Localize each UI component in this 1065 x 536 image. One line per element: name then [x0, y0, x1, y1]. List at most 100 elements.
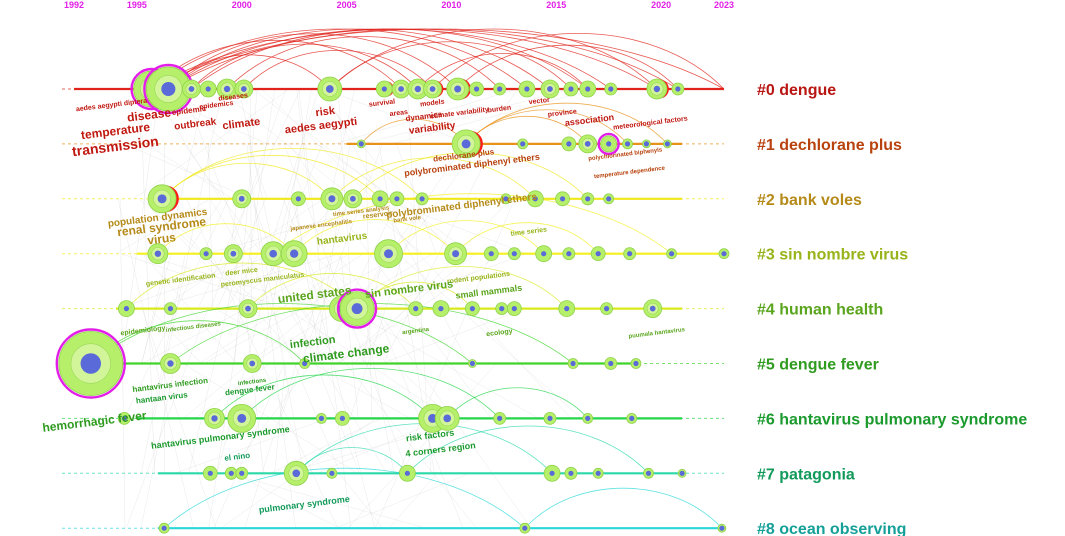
keyword-node[interactable]: [483, 246, 499, 262]
keyword-node[interactable]: [326, 467, 338, 479]
keyword-node[interactable]: [579, 80, 597, 98]
keyword-node[interactable]: [603, 193, 615, 205]
keyword-node[interactable]: [320, 187, 344, 211]
cluster-label-6[interactable]: #6 hantavirus pulmonary syndrome: [757, 411, 1027, 428]
keyword-node[interactable]: [590, 246, 606, 262]
keyword-node[interactable]: [164, 302, 177, 316]
keyword-node[interactable]: [356, 139, 366, 149]
keyword-node[interactable]: [630, 358, 642, 369]
keyword-node[interactable]: [446, 77, 471, 101]
keyword-node[interactable]: [299, 358, 311, 369]
keyword-node[interactable]: [55, 328, 126, 399]
keyword-node[interactable]: [451, 129, 483, 159]
keyword-node[interactable]: [280, 240, 308, 268]
keyword-node[interactable]: [118, 300, 135, 318]
keyword-node[interactable]: [600, 302, 613, 316]
keyword-node[interactable]: [469, 81, 484, 97]
keyword-node[interactable]: [540, 79, 560, 99]
keyword-node[interactable]: [158, 522, 170, 534]
keyword-node[interactable]: [535, 245, 553, 263]
keyword-node[interactable]: [316, 412, 327, 424]
keyword-node[interactable]: [581, 192, 595, 206]
keyword-node[interactable]: [526, 190, 544, 208]
keyword-node[interactable]: [507, 247, 521, 261]
keyword-node[interactable]: [374, 239, 403, 269]
keyword-node[interactable]: [290, 191, 306, 207]
keyword-node[interactable]: [643, 467, 654, 479]
keyword-node[interactable]: [597, 132, 620, 156]
keyword-node[interactable]: [518, 80, 536, 98]
keyword-node[interactable]: [506, 301, 522, 317]
keyword-node[interactable]: [717, 523, 727, 533]
keyword-node[interactable]: [334, 410, 350, 426]
keyword-node[interactable]: [408, 301, 424, 317]
keyword-node[interactable]: [662, 139, 672, 149]
keyword-node[interactable]: [389, 191, 405, 207]
keyword-node[interactable]: [423, 79, 444, 99]
keyword-node[interactable]: [444, 242, 468, 266]
keyword-node[interactable]: [562, 247, 576, 261]
keyword-node[interactable]: [238, 299, 258, 319]
keyword-node[interactable]: [677, 468, 687, 478]
keyword-node[interactable]: [543, 464, 561, 482]
keyword-node[interactable]: [391, 79, 411, 99]
keyword-node[interactable]: [467, 359, 477, 368]
keyword-node[interactable]: [517, 138, 529, 150]
keyword-node[interactable]: [718, 248, 730, 260]
keyword-node[interactable]: [371, 190, 389, 208]
cluster-label-8[interactable]: #8 ocean observing: [757, 521, 906, 536]
keyword-node[interactable]: [147, 184, 179, 214]
keyword-node[interactable]: [671, 82, 685, 96]
keyword-node[interactable]: [646, 78, 669, 100]
keyword-node[interactable]: [204, 407, 225, 429]
keyword-node[interactable]: [235, 466, 249, 480]
keyword-node[interactable]: [642, 139, 651, 149]
keyword-node[interactable]: [199, 80, 217, 98]
keyword-node[interactable]: [117, 411, 131, 425]
keyword-node[interactable]: [604, 82, 618, 96]
keyword-node[interactable]: [623, 247, 637, 261]
keyword-node[interactable]: [464, 301, 480, 317]
keyword-node[interactable]: [224, 466, 238, 480]
cluster-label-4[interactable]: #4 human health: [757, 302, 883, 319]
keyword-node[interactable]: [375, 80, 394, 98]
keyword-node[interactable]: [592, 467, 604, 479]
keyword-node[interactable]: [519, 522, 531, 534]
keyword-node[interactable]: [626, 412, 638, 424]
keyword-node[interactable]: [407, 78, 429, 100]
keyword-node[interactable]: [493, 411, 507, 425]
keyword-node[interactable]: [495, 302, 509, 316]
cluster-label-0[interactable]: #0 dengue: [757, 82, 836, 99]
keyword-node[interactable]: [234, 79, 254, 99]
cluster-label-2[interactable]: #2 bank voles: [757, 192, 862, 209]
keyword-node[interactable]: [182, 79, 201, 99]
keyword-node[interactable]: [666, 248, 677, 260]
keyword-node[interactable]: [500, 193, 512, 205]
keyword-node[interactable]: [202, 465, 218, 481]
keyword-node[interactable]: [227, 403, 257, 433]
keyword-node[interactable]: [567, 358, 579, 369]
keyword-node[interactable]: [232, 189, 252, 209]
keyword-node[interactable]: [434, 405, 460, 431]
keyword-node[interactable]: [242, 354, 262, 373]
keyword-node[interactable]: [564, 466, 578, 480]
keyword-node[interactable]: [147, 243, 169, 265]
keyword-node[interactable]: [223, 244, 243, 264]
keyword-node[interactable]: [160, 353, 181, 374]
keyword-node[interactable]: [493, 82, 507, 96]
cluster-label-1[interactable]: #1 dechlorane plus: [757, 137, 902, 154]
cluster-label-3[interactable]: #3 sin nombre virus: [757, 247, 908, 264]
keyword-node[interactable]: [415, 192, 429, 206]
keyword-node[interactable]: [604, 357, 618, 370]
keyword-node[interactable]: [543, 411, 557, 425]
keyword-node[interactable]: [199, 247, 213, 261]
keyword-node[interactable]: [582, 412, 594, 424]
keyword-node[interactable]: [260, 241, 286, 267]
keyword-node[interactable]: [317, 76, 343, 102]
keyword-node[interactable]: [558, 300, 576, 318]
keyword-node[interactable]: [432, 300, 450, 318]
keyword-node[interactable]: [578, 134, 598, 154]
keyword-node[interactable]: [343, 189, 363, 209]
keyword-node[interactable]: [622, 138, 633, 150]
keyword-node[interactable]: [398, 464, 416, 482]
